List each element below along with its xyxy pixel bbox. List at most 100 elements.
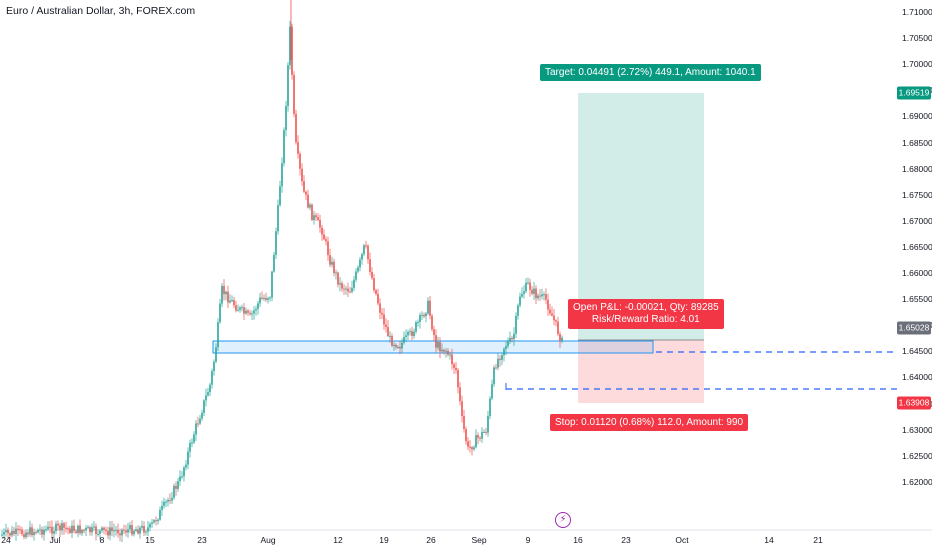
candle-body (235, 305, 237, 311)
candle-body (547, 299, 549, 310)
candle-body (255, 308, 257, 311)
candle-body (499, 358, 501, 360)
candle-body (559, 334, 561, 342)
candle-body (331, 261, 333, 265)
candle-body (445, 350, 447, 352)
candle-body (327, 241, 329, 256)
candle-body (375, 290, 377, 294)
support-zone (212, 340, 654, 354)
candle-body (221, 285, 223, 304)
target-zone (578, 93, 704, 340)
candle-body (431, 315, 433, 330)
candle-body (223, 285, 225, 295)
candle-body (293, 74, 295, 114)
candle-body (47, 526, 49, 530)
candle-body (435, 335, 437, 348)
candle-body (433, 329, 435, 336)
candle-body (143, 525, 145, 533)
candle-body (141, 525, 143, 528)
candle-body (179, 476, 181, 482)
candle-body (373, 278, 375, 291)
date-tick: 12 (333, 535, 343, 545)
candle-body (31, 527, 33, 536)
candle-body (1, 534, 3, 536)
candle-body (527, 282, 529, 284)
candle-body (39, 529, 41, 531)
candle-body (35, 532, 37, 534)
candle-body (247, 310, 249, 313)
candle-body (175, 485, 177, 489)
candle-body (173, 485, 175, 498)
candle-body (361, 254, 363, 260)
candle-body (157, 519, 159, 522)
stop-label[interactable]: Stop: 0.01120 (0.68%) 112.0, Amount: 990 (550, 414, 749, 431)
candle-body (447, 350, 449, 355)
candle-body (245, 310, 247, 314)
candle-body (333, 261, 335, 273)
date-tick: 19 (379, 535, 389, 545)
open-pnl-label[interactable]: Open P&L: -0.00021, Qty: 89285 Risk/Rewa… (568, 299, 724, 329)
candle-body (183, 467, 185, 477)
candle-body (25, 532, 27, 538)
candle-body (541, 294, 543, 297)
candle-body (341, 283, 343, 289)
target-label[interactable]: Target: 0.04491 (2.72%) 449.1, Amount: 1… (540, 64, 761, 81)
candle-body (75, 531, 77, 533)
candle-body (87, 527, 89, 529)
candle-body (267, 298, 269, 300)
candle-body (7, 530, 9, 534)
candle-body (325, 239, 327, 242)
candle-body (171, 497, 173, 501)
date-tick: 8 (99, 535, 105, 545)
lightning-icon[interactable]: ⚡ (555, 512, 571, 528)
candle-body (355, 271, 357, 280)
candle-body (451, 354, 453, 365)
candle-body (405, 335, 407, 337)
candle-body (337, 272, 339, 285)
candle-body (523, 291, 525, 294)
candle-body (301, 168, 303, 182)
candle-body (299, 153, 301, 169)
candle-body (469, 446, 471, 448)
candle-body (11, 530, 13, 536)
candle-body (399, 346, 401, 349)
candle-body (215, 347, 217, 362)
candle-body (477, 435, 479, 438)
candle-body (155, 520, 157, 522)
candle-body (37, 530, 39, 533)
candle-body (441, 349, 443, 352)
candle-body (313, 215, 315, 220)
stop-zone (578, 340, 704, 403)
candle-body (233, 300, 235, 306)
date-tick: 23 (197, 535, 207, 545)
candle-body (529, 282, 531, 290)
candle-body (17, 528, 19, 530)
price-tick: 1.68500 (902, 137, 932, 148)
candle-body (279, 186, 281, 206)
price-tick: 1.64500 (902, 346, 932, 357)
candle-body (195, 423, 197, 435)
candle-body (161, 505, 163, 510)
candle-body (5, 530, 7, 532)
candle-body (205, 395, 207, 401)
candle-body (271, 271, 273, 298)
candle-body (353, 279, 355, 288)
candle-body (515, 315, 517, 334)
candle-body (413, 331, 415, 337)
candle-body (253, 310, 255, 314)
date-tick: Sep (471, 535, 487, 545)
candle-body (213, 361, 215, 372)
candle-body (385, 324, 387, 327)
candle-body (391, 335, 393, 346)
candle-body (67, 528, 69, 530)
risk-reward-text: Risk/Reward Ratio: 4.01 (591, 314, 700, 325)
candle-body (329, 255, 331, 265)
candle-body (297, 142, 299, 154)
date-tick: 14 (764, 535, 774, 545)
candle-body (119, 533, 121, 536)
price-tick: 1.70500 (902, 33, 932, 44)
candle-body (449, 354, 451, 356)
candle-body (135, 529, 137, 532)
candle-body (81, 530, 83, 534)
